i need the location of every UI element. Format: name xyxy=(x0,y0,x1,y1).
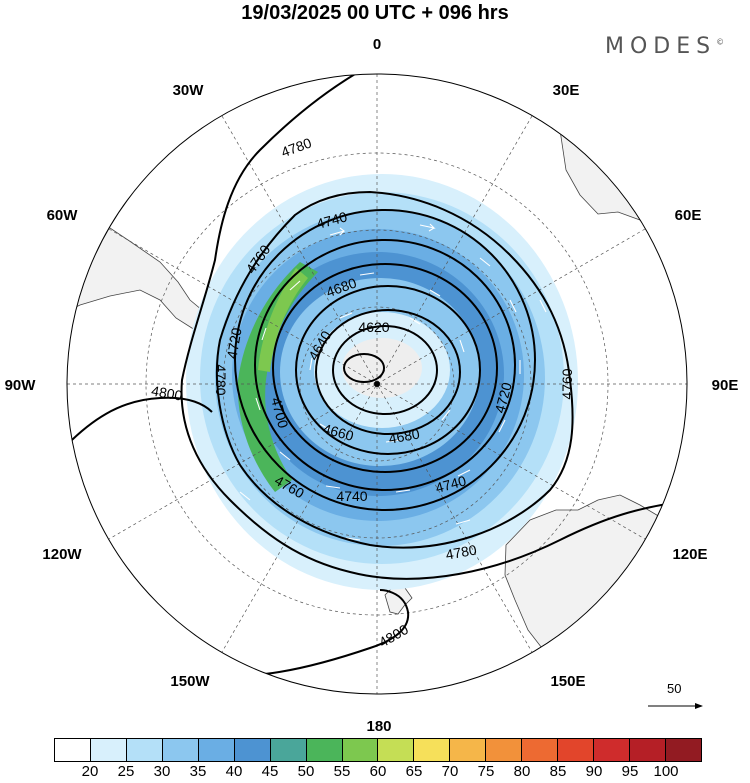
colorbar-cell xyxy=(378,739,415,761)
lon-label-90e: 90E xyxy=(712,377,739,394)
contour-label: 4680 xyxy=(387,425,421,446)
colorbar-tick-label: 70 xyxy=(441,763,459,780)
contour-label: 4780 xyxy=(444,541,478,562)
contour-label: 4620 xyxy=(358,319,389,335)
jet-core-green xyxy=(237,262,318,492)
lon-label-60w: 60W xyxy=(47,207,79,224)
colorbar-cell xyxy=(234,739,271,761)
colorbar-tick-label: 60 xyxy=(369,763,387,780)
polar-map: 0 30E 60E 90E 120E 150E 180 150W 120W 90… xyxy=(5,36,739,735)
colorbar-cell xyxy=(486,739,523,761)
colorbar-tick-label: 95 xyxy=(621,763,639,780)
colorbar-cell xyxy=(90,739,127,761)
colorbar-cell xyxy=(270,739,307,761)
colorbar-tick-label: 40 xyxy=(225,763,243,780)
colorbar-tick-label: 55 xyxy=(333,763,351,780)
colorbar-ticks: 20 25 30 35 40 45 50 55 60 65 70 75 80 85 90 95 100 xyxy=(0,763,750,783)
colorbar-cell xyxy=(522,739,559,761)
contour-label: 4740 xyxy=(315,208,349,232)
lon-label-60e: 60E xyxy=(675,207,702,224)
lon-label-30w: 30W xyxy=(173,82,205,99)
colorbar-tick-label: 75 xyxy=(477,763,495,780)
lon-label-150w: 150W xyxy=(170,673,210,690)
colorbar-cell xyxy=(665,739,701,761)
contour-label: 4760 xyxy=(559,368,575,399)
colorbar-tick-label: 100 xyxy=(653,763,679,780)
colorbar-tick-label: 90 xyxy=(585,763,603,780)
colorbar-tick-label: 45 xyxy=(261,763,279,780)
south-pole-marker xyxy=(374,381,380,387)
lon-label-150e: 150E xyxy=(550,673,585,690)
colorbar-cell xyxy=(162,739,199,761)
contour-label: 4740 xyxy=(434,472,468,496)
colorbar-tick-label: 65 xyxy=(405,763,423,780)
colorbar-cell xyxy=(55,739,91,761)
graticule xyxy=(67,74,687,694)
colorbar-tick-label: 80 xyxy=(513,763,531,780)
colorbar-cell xyxy=(198,739,235,761)
map-title: 19/03/2025 00 UTC + 096 hrs xyxy=(241,2,509,24)
contour-4640 xyxy=(332,325,438,415)
lon-label-0: 0 xyxy=(373,36,381,53)
colorbar-tick-label: 35 xyxy=(189,763,207,780)
geopotential-contours xyxy=(67,74,687,677)
contour-4620 xyxy=(343,353,385,383)
colorbar-tick-label: 50 xyxy=(297,763,315,780)
wind-shading xyxy=(186,174,578,590)
longitude-labels: 0 30E 60E 90E 120E 150E 180 150W 120W 90… xyxy=(5,36,739,735)
contour-4700 xyxy=(272,263,498,473)
colorbar-cell xyxy=(558,739,595,761)
australia-land xyxy=(504,494,687,694)
contour-label: 4700 xyxy=(268,396,292,430)
map-boundary xyxy=(66,73,688,695)
lon-label-120w: 120W xyxy=(42,546,82,563)
colorbar-cell xyxy=(306,739,343,761)
colorbar-cell xyxy=(342,739,379,761)
lon-label-180: 180 xyxy=(366,718,391,735)
contour-4720 xyxy=(254,239,516,491)
colorbar-cell xyxy=(414,739,451,761)
lon-label-90w: 90W xyxy=(5,377,37,394)
contour-label: 4660 xyxy=(321,420,355,444)
contour-4680 xyxy=(295,285,481,455)
contour-label: 4740 xyxy=(336,488,367,504)
contour-4740 xyxy=(234,209,536,511)
contour-4800-west xyxy=(67,396,213,453)
lon-label-120e: 120E xyxy=(672,546,707,563)
contour-label: 4780 xyxy=(213,364,229,395)
contour-label: 4720 xyxy=(491,380,515,414)
contour-4660 xyxy=(315,309,461,435)
colorbar-cell xyxy=(630,739,666,761)
colorbar xyxy=(54,738,702,762)
colorbar-tick-label: 85 xyxy=(549,763,567,780)
contour-4780 xyxy=(180,74,687,580)
colorbar-cell xyxy=(594,739,630,761)
wind-vectors xyxy=(239,223,547,541)
lon-label-30e: 30E xyxy=(553,82,580,99)
colorbar-cell xyxy=(126,739,163,761)
contour-label: 4800 xyxy=(150,382,184,403)
colorbar-tick-label: 30 xyxy=(153,763,171,780)
contour-label: 4720 xyxy=(223,326,244,360)
contour-4760 xyxy=(215,190,574,549)
reference-vector-label: 50 xyxy=(667,681,682,696)
colorbar-tick-label: 20 xyxy=(81,763,99,780)
brand-logo: MODES© xyxy=(605,34,725,59)
colorbar-cell xyxy=(450,739,487,761)
colorbar-tick-label: 25 xyxy=(117,763,135,780)
